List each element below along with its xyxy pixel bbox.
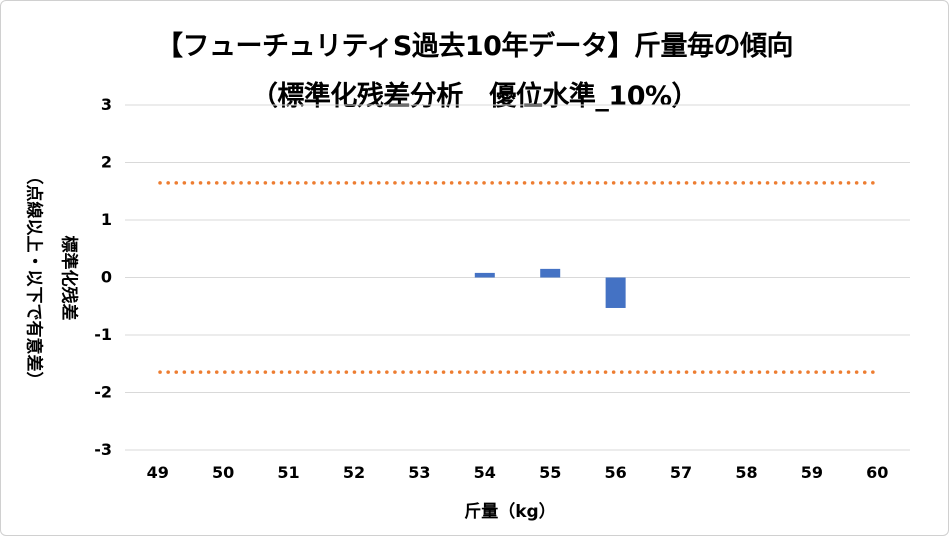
x-tick-label: 55 [539,463,561,482]
x-tick-label: 60 [866,463,888,482]
y-tick-label: -1 [94,325,112,344]
bar [474,272,495,278]
x-tick-label: 58 [735,463,757,482]
x-tick-label: 53 [408,463,430,482]
y-tick-label: 0 [101,268,112,287]
y-tick-label: -2 [94,383,112,402]
y-tick-label: 3 [101,95,112,114]
y-tick-label: 1 [101,210,112,229]
x-tick-label: 57 [670,463,692,482]
x-tick-label: 50 [212,463,234,482]
x-tick-label: 54 [474,463,496,482]
bar [605,277,626,308]
y-tick-label: -3 [94,440,112,459]
chart-title: 【フューチュリティS過去10年データ】斤量毎の傾向 [156,31,793,62]
x-tick-label: 52 [343,463,365,482]
x-tick-label: 56 [604,463,626,482]
y-tick-label: 2 [101,153,112,172]
chart-subtitle: （標準化残差分析 優位水準_10%） [250,81,699,112]
x-tick-label: 59 [801,463,823,482]
x-tick-label: 49 [147,463,169,482]
x-axis-label: 斤量（kg） [464,501,555,522]
bar [540,268,561,278]
x-tick-label: 51 [277,463,299,482]
